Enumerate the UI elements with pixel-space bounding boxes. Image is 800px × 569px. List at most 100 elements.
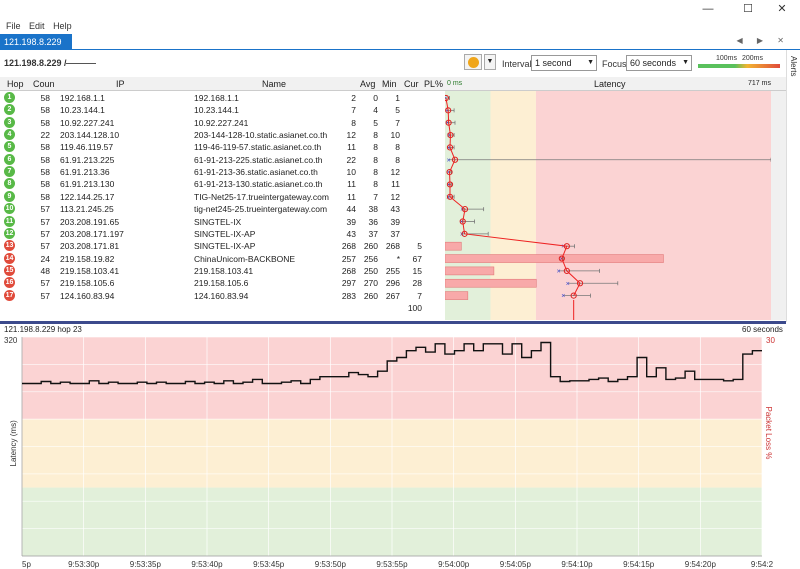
table-row[interactable]: 14 24 219.158.19.82 ChinaUnicom-BACKBONE 257… (0, 252, 445, 266)
name-cell: 192.168.1.1 (194, 93, 239, 103)
table-row[interactable]: 3 58 10.92.227.241 10.92.227.241 8 5 7 (0, 116, 445, 130)
min-cell: 8 (373, 179, 378, 190)
avg-cell: 257 (341, 253, 356, 264)
table-row[interactable]: 8 58 61.91.213.130 61-91-213-130.static.asi… (0, 178, 445, 191)
tab-scroll-arrows[interactable]: ◀ ▶ ✕ (736, 36, 790, 45)
col-pl[interactable]: PL% (424, 79, 444, 89)
x-tick-label: 9:54:10p (561, 560, 593, 569)
hop-badge: 10 (4, 203, 15, 215)
table-row[interactable]: 9 58 122.144.25.17 TIG-Net25-17.trueinterga… (0, 190, 445, 204)
name-cell: TIG-Net25-17.trueintergateway.com (194, 191, 329, 202)
table-row[interactable]: 100 (0, 302, 445, 315)
y2-axis-title: Packet Loss % (764, 407, 773, 460)
col-hop[interactable]: Hop (7, 79, 24, 89)
name-cell: ChinaUnicom-BACKBONE (194, 253, 296, 264)
table-row[interactable]: 15 48 219.158.103.41 219.158.103.41 268 250 25… (0, 264, 445, 278)
name-cell: 61-91-213-225.static.asianet.co.th (194, 154, 323, 165)
table-row[interactable]: 2 58 10.23.144.1 10.23.144.1 7 4 5 (0, 104, 445, 117)
tab-target[interactable]: 121.198.8.229 ✔ (0, 34, 72, 63)
menu-edit[interactable]: Edit (29, 21, 45, 31)
menu-file[interactable]: File (6, 21, 21, 31)
min-marker: × (561, 293, 565, 300)
avg-cell: 44 (346, 204, 356, 215)
count-cell: 58 (40, 142, 50, 153)
avg-cell: 268 (341, 265, 356, 276)
count-cell: 48 (40, 265, 50, 276)
count-cell: 24 (40, 253, 50, 264)
ip-cell: 61.91.213.225 (60, 154, 115, 165)
table-row[interactable]: 17 57 124.160.83.94 124.160.83.94 283 260 267 7 (0, 289, 445, 303)
col-latency[interactable]: Latency (594, 79, 626, 89)
menu-help[interactable]: Help (53, 21, 72, 31)
table-row[interactable]: 1 58 192.168.1.1 192.168.1.1 2 0 1 (0, 92, 445, 105)
col-avg[interactable]: Avg (360, 79, 376, 89)
name-cell: 219.158.105.6 (194, 278, 249, 289)
table-row[interactable]: 16 57 219.158.105.6 219.158.105.6 297 270 296 2… (0, 277, 445, 290)
maximize-icon[interactable]: ☐ (743, 3, 753, 15)
table-row[interactable]: 4 22 203.144.128.10 203-144-128-10.static.a… (0, 129, 445, 142)
min-marker: × (447, 145, 451, 152)
cur-cell: 12 (390, 167, 400, 178)
count-cell: 57 (40, 216, 50, 227)
minimize-icon[interactable]: — (702, 3, 714, 15)
avg-cell: 283 (341, 290, 356, 301)
ip-cell: 10.92.227.241 (60, 117, 115, 128)
table-row[interactable]: 5 58 119.46.119.57 119-46-119-57.static.asi… (0, 141, 445, 154)
target-address: 121.198.8.229 / (4, 58, 67, 68)
col-count[interactable]: Coun (33, 79, 55, 89)
address-underline (66, 63, 96, 64)
table-row[interactable]: 7 58 61.91.213.36 61-91-213-36.static.asian… (0, 166, 445, 179)
name-cell: 219.158.103.41 (194, 265, 254, 276)
close-icon[interactable]: ✕ (777, 3, 787, 15)
count-cell: 58 (40, 105, 50, 116)
col-name[interactable]: Name (262, 79, 287, 89)
min-marker: × (447, 182, 451, 189)
alerts-panel[interactable]: Alerts (786, 50, 800, 322)
x-tick-label: 9:53:45p (253, 560, 285, 569)
x-tick-label: 5p (22, 560, 31, 569)
table-row[interactable]: 10 57 113.21.245.25 tig-net245-25.trueinter… (0, 203, 445, 216)
cur-cell: 10 (390, 130, 400, 141)
grid-header: Hop Coun IP Name Avg Min Cur PL% 0 ms La… (0, 77, 786, 91)
latency-series-line (22, 341, 762, 385)
min-cell: 256 (363, 253, 378, 264)
table-row[interactable]: 12 57 203.208.171.197 SINGTEL-IX-AP 43 37 37 (0, 227, 445, 241)
y2-max-label: 30 (766, 336, 775, 345)
cur-cell: 268 (385, 241, 400, 252)
hop-badge: 1 (4, 92, 15, 103)
latency-column-chart: ××××××××××××××××× (445, 91, 771, 320)
toolbar: 121.198.8.229 / ▼ Interval 1 second ▼ Foc… (0, 50, 786, 76)
hop-badge: 13 (4, 240, 15, 252)
hop-badge: 9 (4, 190, 15, 202)
cur-cell: 296 (385, 278, 400, 289)
avg-cell: 11 (347, 142, 356, 153)
count-cell: 57 (40, 278, 50, 289)
col-cur[interactable]: Cur (404, 79, 419, 89)
cur-cell: 1 (395, 93, 400, 103)
ip-cell: 119.46.119.57 (60, 142, 114, 153)
avg-marker (451, 156, 459, 163)
pane-splitter[interactable] (0, 321, 786, 324)
cur-cell: 8 (395, 142, 400, 153)
table-row[interactable]: 6 58 61.91.213.225 61-91-213-225.static.asi… (0, 153, 445, 167)
pause-button[interactable] (464, 54, 482, 70)
col-ip[interactable]: IP (116, 79, 125, 89)
trace-grid: Hop Coun IP Name Avg Min Cur PL% 0 ms La… (0, 77, 786, 320)
x-tick-label: 9:53:50p (315, 560, 347, 569)
hop-badge: 12 (4, 227, 15, 239)
table-row[interactable]: 13 57 203.208.171.81 SINGTEL-IX-AP 268 260 268… (0, 240, 445, 253)
table-row[interactable]: 11 57 203.208.191.65 SINGTEL-IX 39 36 39 (0, 215, 445, 229)
min-marker: × (445, 108, 449, 115)
col-min[interactable]: Min (382, 79, 397, 89)
name-cell: 203-144-128-10.static.asianet.co.th (194, 130, 328, 141)
y-axis-title: Latency (ms) (9, 420, 18, 467)
ip-cell: 203.208.171.81 (60, 241, 120, 252)
pl-cell: 5 (417, 241, 422, 252)
focus-select[interactable]: 60 seconds ▼ (626, 55, 692, 71)
name-cell: 124.160.83.94 (194, 290, 249, 301)
min-marker: × (561, 244, 565, 251)
vertical-scrollbar[interactable] (771, 91, 786, 320)
pause-dropdown-button[interactable]: ▼ (484, 54, 496, 70)
interval-select[interactable]: 1 second ▼ (531, 55, 597, 71)
min-marker: × (559, 256, 563, 263)
